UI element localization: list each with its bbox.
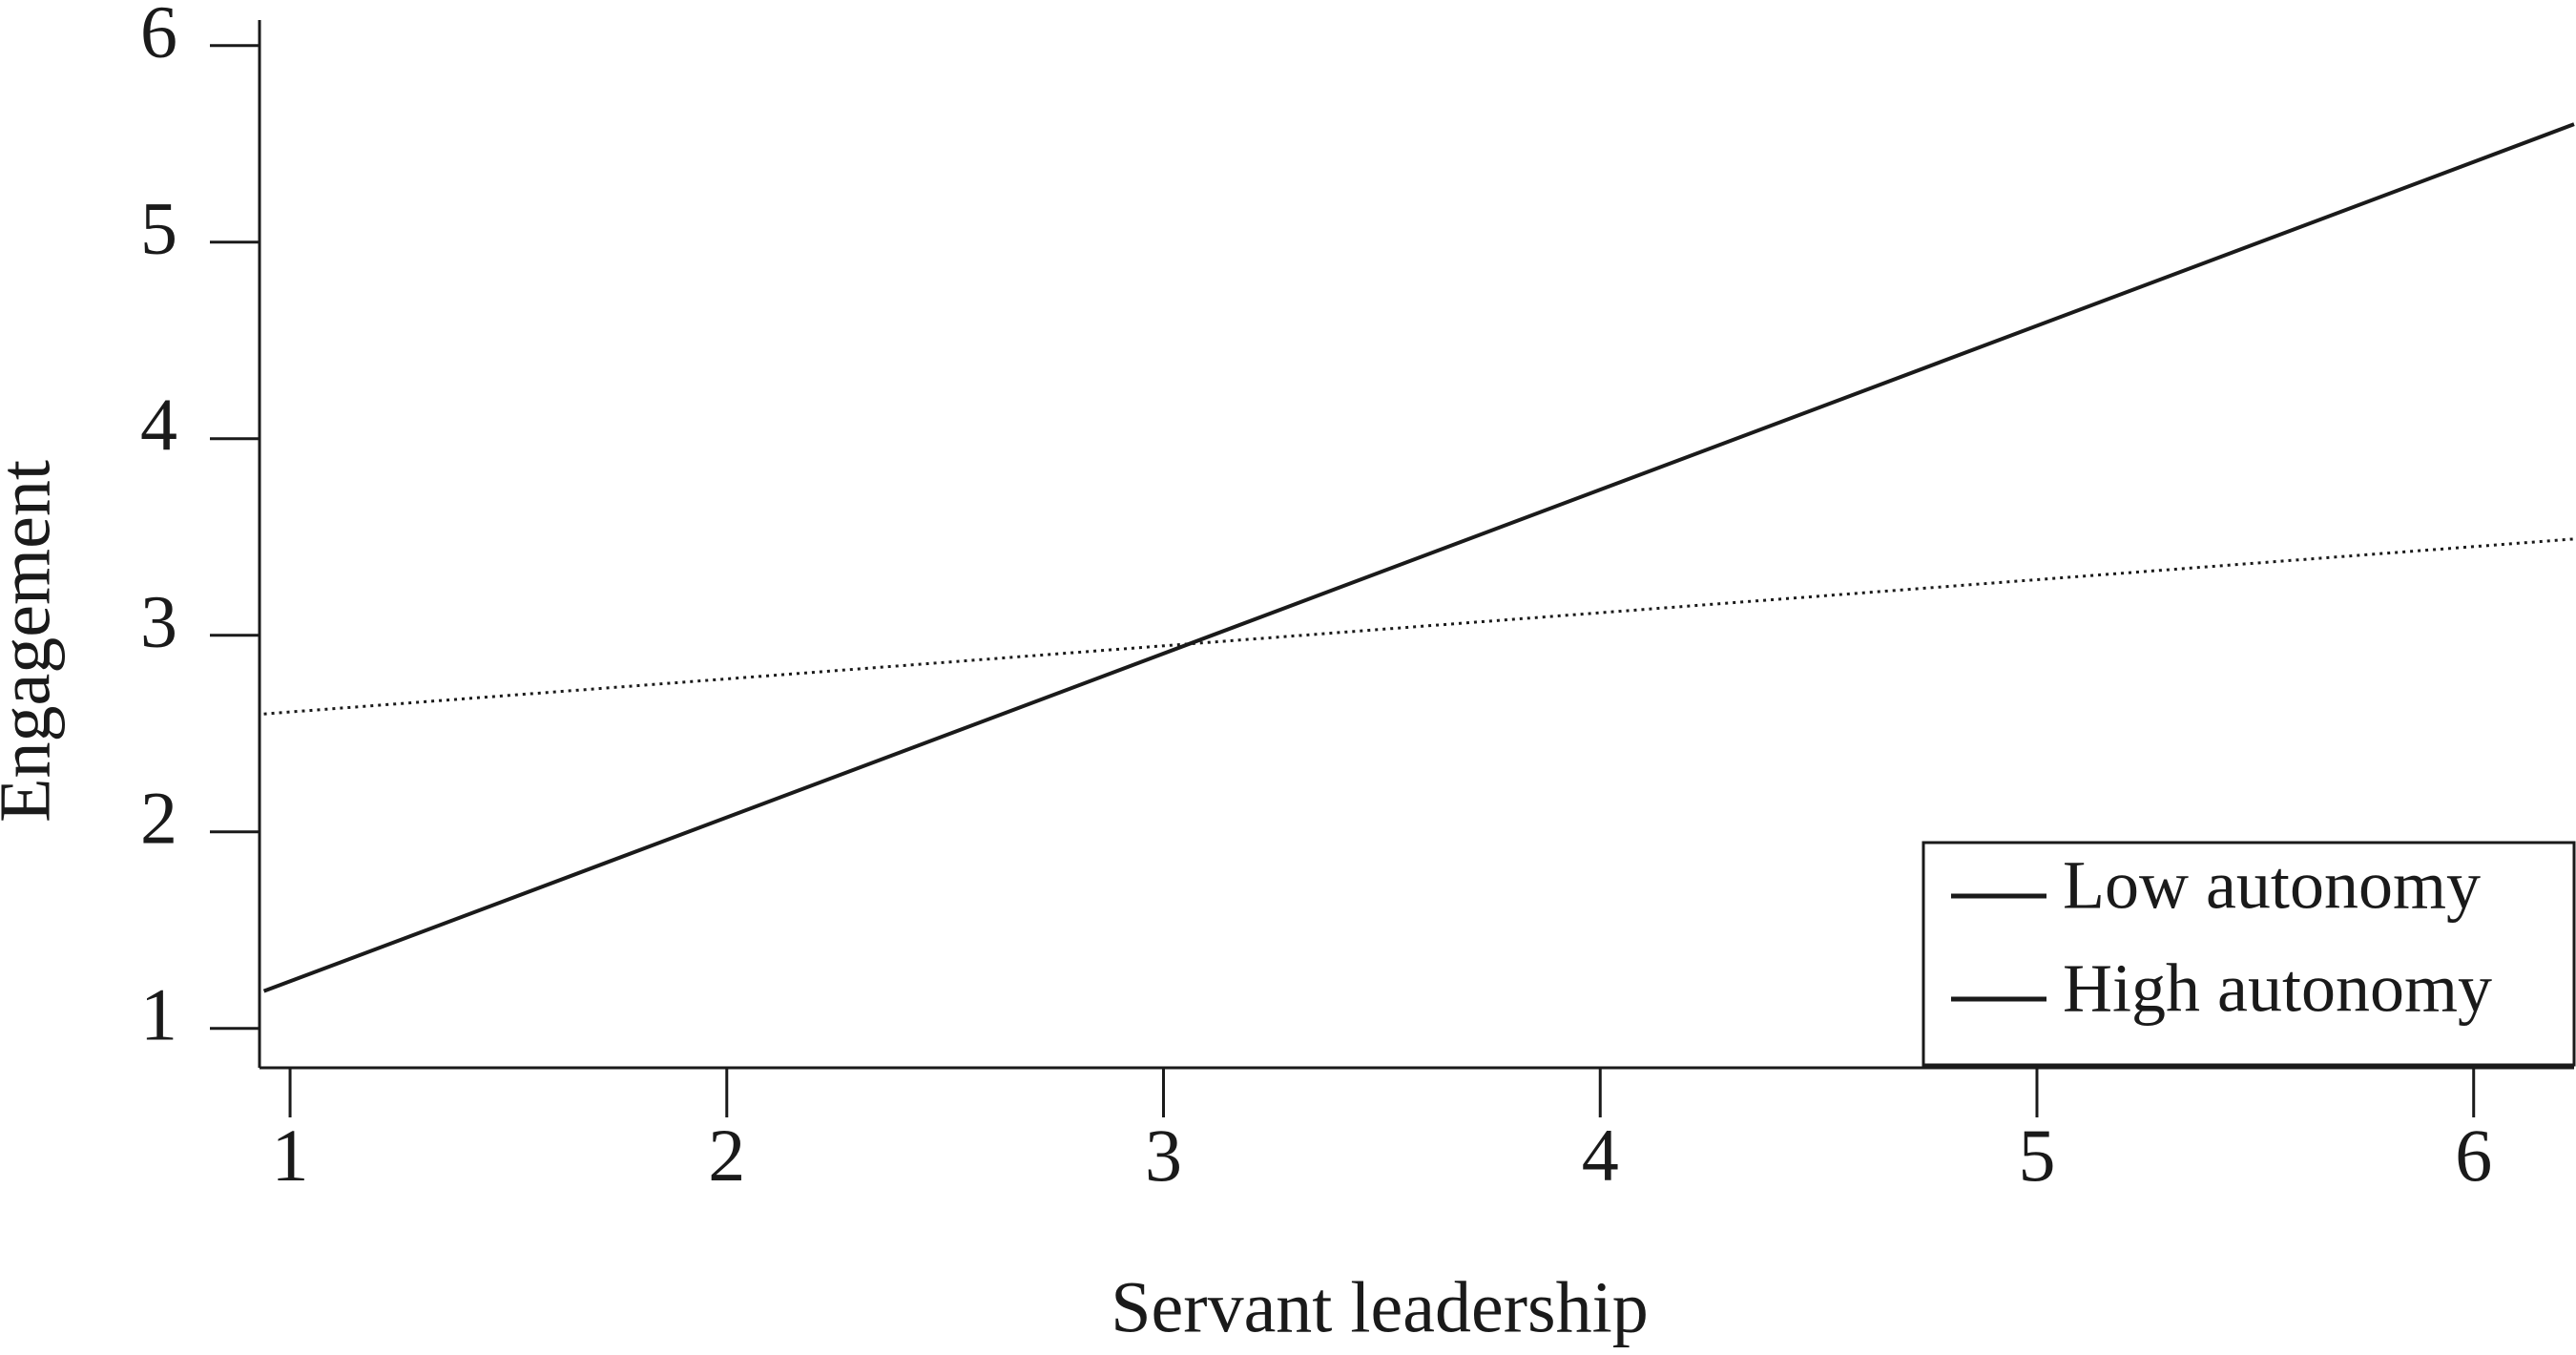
series-line bbox=[263, 537, 2575, 716]
x-tick-label: 4 bbox=[1582, 1114, 1619, 1197]
y-tick-label: 5 bbox=[140, 187, 177, 270]
series-line bbox=[262, 122, 2575, 993]
legend-box bbox=[1922, 841, 2576, 1067]
x-tick-label: 1 bbox=[272, 1114, 309, 1197]
y-tick-label: 1 bbox=[140, 973, 177, 1056]
x-tick-label: 2 bbox=[708, 1114, 745, 1197]
x-tick-label: 3 bbox=[1145, 1114, 1182, 1197]
y-tick-label: 2 bbox=[140, 777, 177, 860]
y-tick-label: 6 bbox=[140, 0, 177, 73]
x-tick-label: 5 bbox=[2018, 1114, 2055, 1197]
y-tick-label: 3 bbox=[140, 580, 177, 663]
x-axis-label: Servant leadership bbox=[1111, 1267, 1648, 1347]
x-tick-label: 6 bbox=[2455, 1114, 2492, 1197]
legend-label: Low autonomy bbox=[2063, 847, 2481, 924]
legend-label: High autonomy bbox=[2063, 950, 2492, 1027]
y-axis-label: Engagement bbox=[0, 460, 65, 823]
y-tick-label: 4 bbox=[140, 384, 177, 467]
